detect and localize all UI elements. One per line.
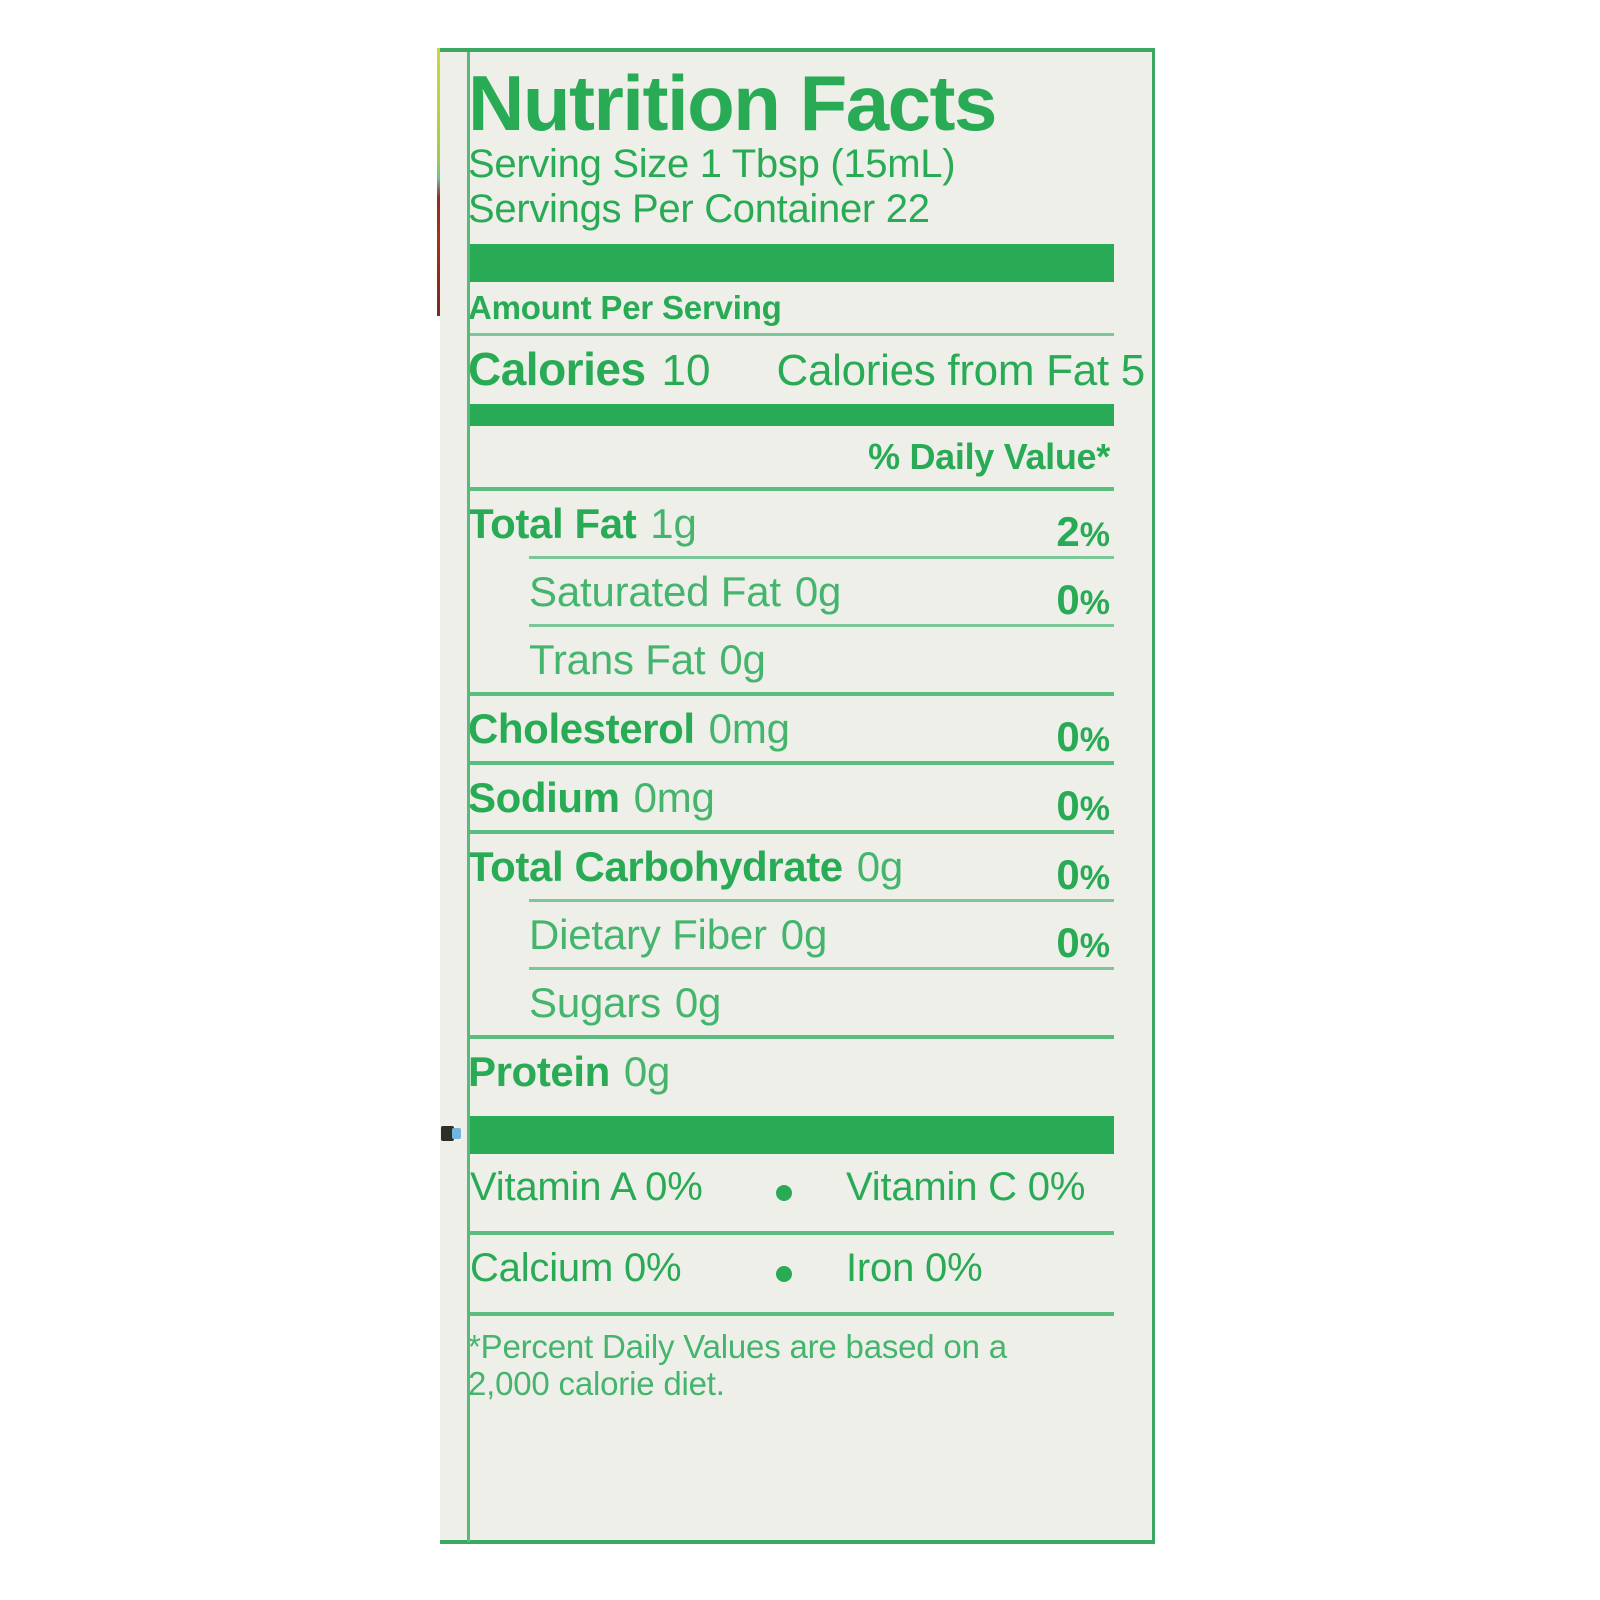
nutrient-name: Sodium — [468, 773, 620, 821]
nutrient-dv: 0% — [1056, 918, 1110, 966]
iron-value: Iron 0% — [846, 1245, 983, 1290]
nutrient-name: Sugars — [529, 978, 661, 1026]
nutrient-name: Total Carbohydrate — [468, 842, 843, 890]
servings-per-container-text: Servings Per Container 22 — [468, 186, 930, 231]
nutrient-row-saturated-fat: Saturated Fat 0g 0% — [529, 559, 1152, 624]
divider-rule-indent — [529, 966, 1114, 970]
bullet-dot-icon — [776, 1184, 792, 1201]
nutrient-dv: 0% — [1056, 712, 1110, 760]
divider-rule-indent — [529, 555, 1114, 559]
nutrient-row-trans-fat: Trans Fat 0g — [529, 627, 1152, 692]
divider-rule-amount — [468, 332, 1114, 336]
calories-row: Calories 10 Calories from Fat 5 — [468, 336, 1145, 404]
vitamin-c-value: Vitamin C 0% — [846, 1164, 1086, 1209]
nutrient-row-cholesterol: Cholesterol 0mg 0% — [468, 696, 1114, 761]
serving-size-text: Serving Size 1 Tbsp (15mL) — [468, 142, 956, 186]
divider-rule-indent — [529, 898, 1114, 902]
nutrient-row-sodium: Sodium 0mg 0% — [468, 765, 1114, 830]
nutrient-amount: 0g — [794, 567, 842, 615]
nutrient-name: Dietary Fiber — [529, 910, 767, 958]
divider-bar-thick-top — [468, 243, 1114, 282]
nutrient-name: Saturated Fat — [529, 567, 781, 615]
panel-left-border — [467, 52, 470, 1542]
nutrient-amount: 0g — [674, 978, 722, 1026]
nutrient-name: Trans Fat — [529, 635, 706, 683]
divider-rule-fat-block — [468, 691, 1114, 696]
ink-speck-blue — [452, 1128, 461, 1139]
calories-from-fat: Calories from Fat 5 — [776, 345, 1145, 395]
nutrient-amount: 0mg — [633, 773, 715, 821]
nutrient-amount: 0g — [623, 1047, 671, 1095]
nutrition-facts-panel: Nutrition Facts Serving Size 1 Tbsp (15m… — [440, 48, 1155, 1544]
nutrient-row-total-carbohydrate: Total Carbohydrate 0g 0% — [468, 834, 1114, 899]
vitamin-row-a-c: Vitamin A 0% Vitamin C 0% — [468, 1154, 1114, 1231]
divider-rule-carb-block — [468, 1034, 1114, 1039]
divider-rule-dv — [468, 486, 1114, 491]
divider-rule-sodium — [468, 829, 1114, 834]
vitamin-a-value: Vitamin A 0% — [470, 1164, 703, 1209]
amount-per-serving-label: Amount Per Serving — [468, 288, 782, 326]
nutrient-amount: 0g — [719, 635, 766, 683]
nutrient-dv: 0% — [1056, 850, 1110, 898]
ink-speck — [441, 1126, 454, 1141]
divider-bar-med-calories — [468, 403, 1114, 426]
page-title: Nutrition Facts — [468, 59, 997, 147]
nutrient-row-sugars: Sugars 0g — [529, 970, 1152, 1035]
nutrient-row-dietary-fiber: Dietary Fiber 0g 0% — [529, 902, 1152, 967]
calcium-value: Calcium 0% — [470, 1245, 682, 1290]
divider-rule-cholesterol — [468, 760, 1114, 765]
footnote-text: *Percent Daily Values are based on a 2,0… — [468, 1327, 1007, 1403]
nutrient-row-total-fat: Total Fat 1g 2% — [468, 491, 1114, 556]
divider-rule-indent — [529, 623, 1114, 627]
nutrient-amount: 0g — [780, 910, 828, 958]
daily-value-header: % Daily Value* — [868, 435, 1110, 477]
calories-label: Calories — [468, 342, 646, 395]
nutrient-name: Protein — [468, 1047, 610, 1095]
calories-value: 10 — [661, 345, 711, 395]
nutrient-name: Cholesterol — [468, 704, 695, 752]
nutrient-dv: 0% — [1056, 575, 1110, 623]
bullet-dot-icon — [776, 1265, 792, 1282]
nutrient-dv: 0% — [1056, 781, 1110, 829]
divider-rule-footnote — [468, 1311, 1114, 1316]
nutrient-amount: 1g — [650, 499, 697, 547]
divider-bar-thick-vitamins — [468, 1115, 1114, 1154]
vitamin-row-calcium-iron: Calcium 0% Iron 0% — [468, 1235, 1114, 1312]
nutrient-amount: 0mg — [708, 704, 790, 752]
nutrient-name: Total Fat — [468, 499, 637, 547]
nutrient-dv: 2% — [1056, 507, 1110, 555]
nutrient-row-protein: Protein 0g — [468, 1039, 1114, 1104]
divider-rule-vitamins — [468, 1230, 1114, 1235]
nutrient-amount: 0g — [856, 842, 904, 890]
